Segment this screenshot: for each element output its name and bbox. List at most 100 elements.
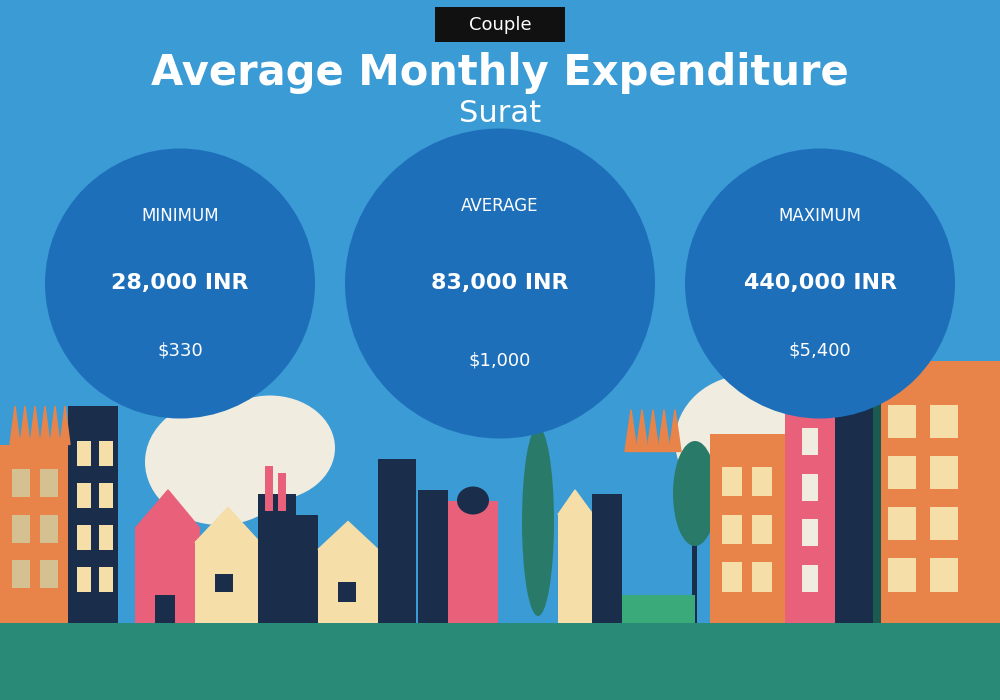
Bar	[802, 428, 818, 455]
Polygon shape	[636, 410, 648, 452]
Text: Couple: Couple	[469, 15, 531, 34]
Bar	[77, 441, 91, 466]
FancyBboxPatch shape	[435, 7, 565, 42]
Bar	[77, 567, 91, 592]
Bar	[338, 582, 356, 602]
Bar	[265, 466, 273, 511]
Ellipse shape	[205, 395, 335, 500]
Bar	[930, 456, 958, 489]
Bar	[12, 469, 30, 497]
Bar	[930, 558, 958, 591]
Bar	[558, 514, 593, 623]
Text: MINIMUM: MINIMUM	[141, 207, 219, 225]
Bar	[77, 525, 91, 550]
Ellipse shape	[673, 441, 717, 546]
Bar	[722, 467, 742, 496]
Bar	[474, 154, 526, 162]
Polygon shape	[625, 410, 637, 452]
Bar	[77, 483, 91, 507]
Bar	[930, 405, 958, 438]
Polygon shape	[50, 406, 60, 445]
Polygon shape	[30, 406, 40, 445]
Text: $330: $330	[157, 342, 203, 360]
Bar	[620, 595, 695, 623]
Bar	[592, 494, 622, 623]
Bar	[888, 456, 916, 489]
Bar	[930, 507, 958, 540]
Bar	[888, 405, 916, 438]
Ellipse shape	[497, 155, 503, 161]
Bar	[752, 562, 772, 592]
Text: 440,000 INR: 440,000 INR	[744, 274, 896, 293]
Ellipse shape	[730, 368, 870, 486]
Bar	[99, 525, 113, 550]
Bar	[835, 378, 873, 623]
Bar	[474, 162, 526, 172]
Bar	[448, 500, 498, 623]
Bar	[12, 560, 30, 588]
Polygon shape	[60, 406, 70, 445]
Bar	[888, 558, 916, 591]
Bar	[710, 434, 785, 623]
Ellipse shape	[145, 399, 295, 525]
Bar	[296, 514, 318, 623]
Polygon shape	[658, 410, 670, 452]
Ellipse shape	[494, 153, 506, 164]
Bar	[873, 360, 881, 623]
Polygon shape	[20, 406, 30, 445]
Bar	[215, 574, 233, 592]
Bar	[258, 494, 296, 623]
Text: $5,400: $5,400	[789, 342, 851, 360]
Text: MAXIMUM: MAXIMUM	[778, 207, 862, 225]
Ellipse shape	[345, 129, 655, 438]
Bar	[418, 490, 448, 623]
Polygon shape	[318, 522, 378, 550]
Bar	[278, 473, 286, 511]
Bar	[318, 550, 378, 623]
Bar	[888, 507, 916, 540]
Polygon shape	[195, 508, 260, 542]
Text: 83,000 INR: 83,000 INR	[431, 274, 569, 293]
Bar	[722, 562, 742, 592]
Text: 28,000 INR: 28,000 INR	[111, 274, 249, 293]
Polygon shape	[10, 406, 20, 445]
Polygon shape	[558, 490, 593, 514]
Bar	[40, 560, 58, 588]
Ellipse shape	[457, 486, 489, 514]
Bar	[0, 444, 68, 623]
Text: Surat: Surat	[459, 99, 541, 128]
Bar	[195, 542, 260, 623]
Bar	[785, 392, 835, 623]
Bar	[0, 623, 1000, 700]
Bar	[99, 441, 113, 466]
Ellipse shape	[45, 148, 315, 419]
Bar	[40, 469, 58, 497]
Bar	[68, 406, 118, 623]
Ellipse shape	[522, 427, 554, 616]
Bar	[752, 514, 772, 544]
Polygon shape	[135, 490, 200, 528]
Bar	[155, 595, 175, 623]
Ellipse shape	[675, 374, 825, 508]
Bar	[378, 458, 416, 623]
Bar	[474, 145, 526, 154]
Bar	[802, 474, 818, 500]
Bar	[99, 483, 113, 507]
Bar	[802, 565, 818, 592]
Text: AVERAGE: AVERAGE	[461, 197, 539, 215]
Bar	[873, 360, 1000, 623]
Bar	[802, 519, 818, 546]
Bar	[135, 528, 200, 623]
Bar	[40, 514, 58, 542]
Polygon shape	[669, 410, 681, 452]
Polygon shape	[647, 410, 659, 452]
Bar	[99, 567, 113, 592]
Bar	[12, 514, 30, 542]
Text: Average Monthly Expenditure: Average Monthly Expenditure	[151, 52, 849, 94]
Text: $1,000: $1,000	[469, 352, 531, 370]
Ellipse shape	[685, 148, 955, 419]
Bar	[722, 514, 742, 544]
Bar	[752, 467, 772, 496]
Bar	[692, 500, 697, 623]
Polygon shape	[40, 406, 50, 445]
